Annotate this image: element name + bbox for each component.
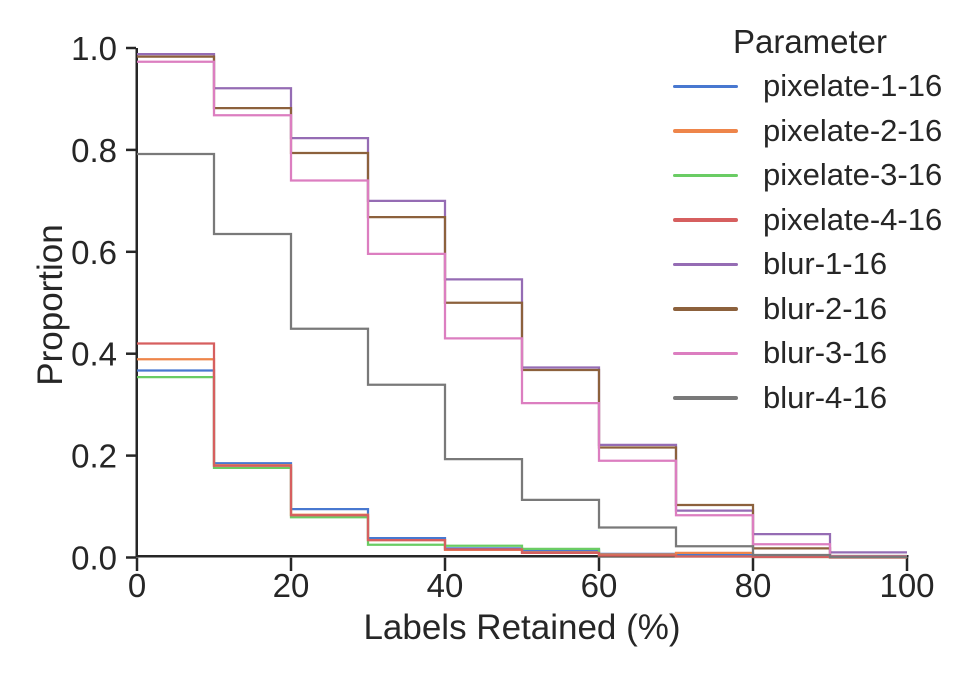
legend-entry-blur-1-16: blur-1-16: [660, 242, 960, 287]
legend-entries: pixelate-1-16 pixelate-2-16 pixelate-3-16 p…: [660, 64, 960, 420]
legend-label: blur-2-16: [763, 290, 888, 326]
legend-label: pixelate-4-16: [763, 201, 943, 237]
y-axis-title: Proportion: [31, 224, 70, 386]
x-tick-label: 100: [879, 567, 934, 604]
series-line-blur-4-16: [137, 152, 907, 559]
legend-swatch: [673, 396, 738, 400]
y-tick-label: 1.0: [71, 30, 117, 67]
y-tick-label: 0.0: [71, 540, 117, 577]
legend-swatch: [673, 262, 738, 266]
legend-swatch: [673, 84, 738, 88]
legend-swatch: [673, 351, 738, 355]
legend-swatch: [673, 307, 738, 311]
y-tick-label: 0.4: [71, 336, 117, 373]
x-tick-label: 20: [273, 567, 310, 604]
legend-entry-pixelate-1-16: pixelate-1-16: [660, 64, 960, 109]
legend-title: Parameter: [732, 23, 888, 60]
series-line-blur-3-16: [137, 60, 907, 558]
y-tick-label: 0.2: [71, 438, 117, 475]
x-tick-label: 80: [735, 567, 772, 604]
x-tick-label: 40: [427, 567, 464, 604]
legend-label: pixelate-1-16: [763, 68, 943, 104]
legend-entry-blur-4-16: blur-4-16: [660, 376, 960, 421]
legend-label: blur-1-16: [763, 246, 888, 282]
legend: Parameter pixelate-1-16 pixelate-2-16 pixe…: [660, 20, 960, 420]
legend-entry-pixelate-4-16: pixelate-4-16: [660, 198, 960, 243]
x-tick-label: 60: [581, 567, 618, 604]
legend-entry-blur-3-16: blur-3-16: [660, 331, 960, 376]
legend-swatch: [673, 173, 738, 177]
legend-label: pixelate-3-16: [763, 157, 943, 193]
series-line-pixelate-4-16: [137, 342, 907, 559]
legend-label: blur-4-16: [763, 379, 888, 415]
x-axis-title: Labels Retained (%): [363, 608, 681, 647]
y-tick-label: 0.8: [71, 132, 117, 169]
y-tick-label: 0.6: [71, 234, 117, 271]
legend-label: blur-3-16: [763, 335, 888, 371]
legend-entry-pixelate-3-16: pixelate-3-16: [660, 153, 960, 198]
legend-label: pixelate-2-16: [763, 112, 943, 148]
legend-entry-blur-2-16: blur-2-16: [660, 287, 960, 332]
x-tick-label: 0: [128, 567, 146, 604]
legend-entry-pixelate-2-16: pixelate-2-16: [660, 109, 960, 154]
legend-swatch: [673, 129, 738, 133]
legend-swatch: [673, 218, 738, 222]
